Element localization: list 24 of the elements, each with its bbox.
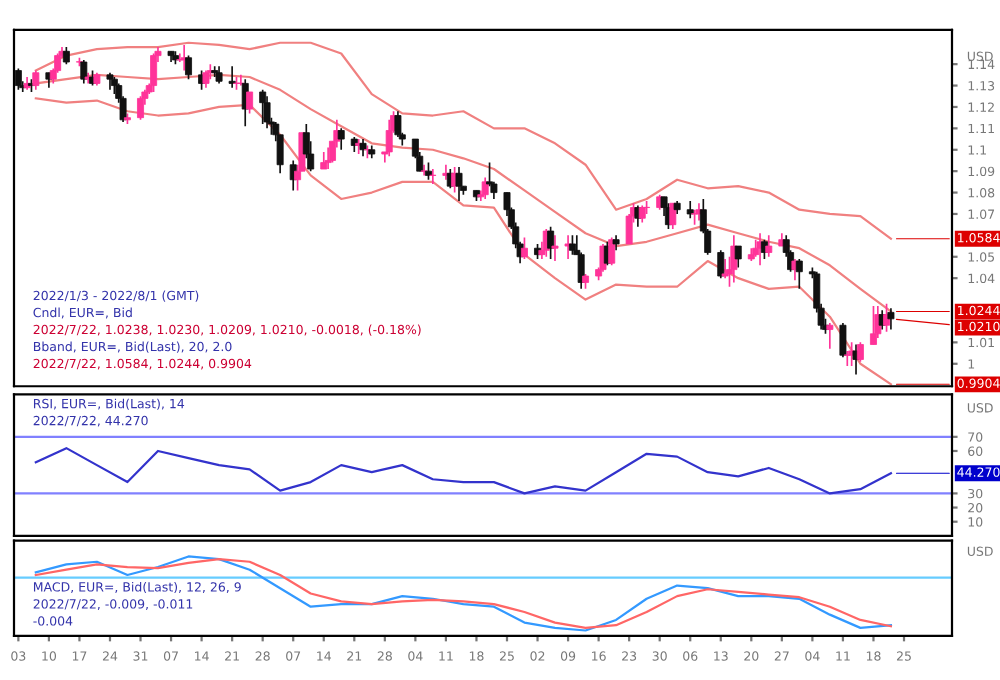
candlestick [734, 245, 742, 269]
line-series [34, 41, 893, 240]
candlestick [870, 305, 877, 346]
candlestick [263, 95, 271, 130]
candlestick [551, 234, 559, 262]
candlestick [568, 234, 576, 256]
candlestick [839, 322, 847, 359]
candlestick [185, 54, 192, 80]
candlestick [337, 127, 345, 151]
candlestick [246, 91, 254, 115]
candlestick [856, 341, 864, 363]
candlestick [717, 249, 725, 280]
candlestick [765, 234, 773, 258]
candlestick [826, 322, 834, 350]
candlestick [385, 118, 393, 158]
candlestick [721, 258, 729, 280]
candlestick [887, 307, 895, 331]
line-series [34, 447, 893, 495]
candlestick [429, 168, 437, 185]
candlestick [520, 236, 528, 260]
candlestick [795, 258, 803, 290]
candlestick [259, 89, 267, 125]
candlestick [137, 95, 144, 121]
candlestick [843, 350, 851, 367]
